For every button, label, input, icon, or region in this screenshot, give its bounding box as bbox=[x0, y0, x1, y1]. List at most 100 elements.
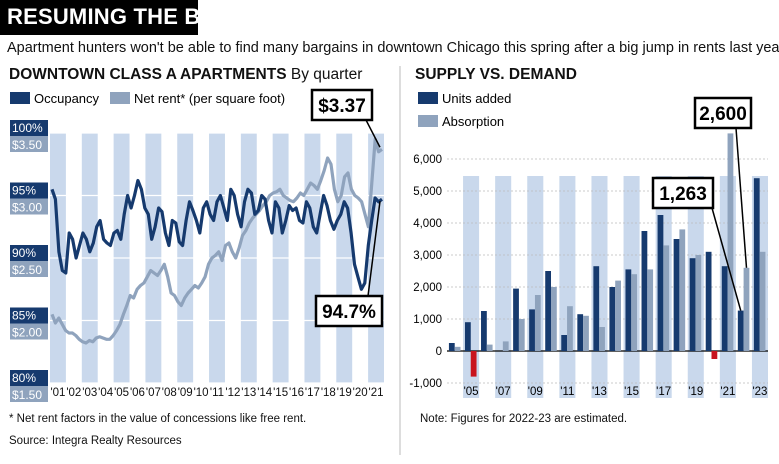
occupancy-tick-label: 80% bbox=[12, 371, 36, 385]
bar-absorption bbox=[631, 274, 638, 351]
x-tick-label: '19 bbox=[688, 386, 703, 398]
bar-units-added bbox=[625, 269, 632, 351]
bar-absorption bbox=[502, 341, 509, 351]
legend-label-absorption: Absorption bbox=[442, 114, 504, 129]
bar-absorption bbox=[647, 269, 654, 351]
units-callout-leader bbox=[711, 207, 742, 311]
rent-callout-leader bbox=[365, 119, 381, 148]
rent-callout-box bbox=[310, 88, 374, 122]
bar-absorption bbox=[534, 295, 541, 351]
bar-absorption bbox=[551, 287, 557, 351]
absorption-callout-leader bbox=[735, 127, 748, 268]
bar-units-added bbox=[753, 178, 760, 351]
y-tick-label: 2,000 bbox=[413, 282, 442, 294]
x-tick-label: '06 bbox=[130, 387, 145, 399]
x-tick-label: '12 bbox=[225, 387, 240, 399]
x-tick-label: '15 bbox=[273, 387, 288, 399]
legend-label-units-added: Units added bbox=[442, 91, 511, 106]
legend-label-occupancy: Occupancy bbox=[34, 91, 100, 106]
bar-absorption bbox=[743, 267, 750, 351]
x-tick-label: '07 bbox=[146, 387, 161, 399]
bar-units-added bbox=[737, 310, 744, 351]
y-tick-label: 3,000 bbox=[413, 250, 442, 262]
bar-units-added bbox=[577, 314, 584, 351]
occupancy-tick-bg bbox=[10, 245, 48, 261]
bar-absorption bbox=[759, 251, 766, 351]
x-tick-label: '23 bbox=[752, 386, 767, 398]
x-tick-label: '05 bbox=[464, 386, 479, 398]
x-tick-label: '19 bbox=[337, 387, 352, 399]
x-tick-label: '02 bbox=[66, 387, 81, 399]
x-tick-label: '15 bbox=[624, 386, 639, 398]
bar-units-added bbox=[593, 266, 600, 351]
subhead: Apartment hunters won't be able to find … bbox=[7, 40, 779, 56]
x-tick-label: '01 bbox=[50, 387, 65, 399]
bar-absorption bbox=[695, 255, 702, 351]
absorption-callout-box bbox=[693, 96, 753, 130]
occupancy-callout-leader bbox=[367, 201, 381, 297]
legend-swatch-occupancy bbox=[10, 92, 30, 104]
bar-units-added bbox=[609, 287, 616, 351]
x-tick-label: '20 bbox=[353, 387, 368, 399]
left-chart-title: DOWNTOWN CLASS A APARTMENTS By quarter bbox=[9, 66, 362, 84]
y-tick-label: 1,000 bbox=[413, 314, 442, 326]
rent-callout-label: $3.37 bbox=[318, 96, 366, 117]
occupancy-tick-label: 85% bbox=[12, 309, 36, 323]
y-tick-label: 5,000 bbox=[413, 186, 442, 198]
left-subtitle-text: By quarter bbox=[290, 66, 363, 83]
bar-units-added bbox=[481, 311, 487, 351]
bar-absorption bbox=[583, 315, 589, 351]
legend-swatch-net-rent bbox=[110, 92, 130, 104]
right-chart-title: SUPPLY VS. DEMAND bbox=[415, 66, 577, 83]
bar-absorption bbox=[470, 351, 477, 377]
rent-tick-bg bbox=[10, 261, 48, 277]
occupancy-tick-label: 100% bbox=[12, 121, 43, 135]
occupancy-line bbox=[50, 178, 383, 291]
x-tick-label: '18 bbox=[321, 387, 336, 399]
bar-units-added bbox=[657, 215, 664, 351]
occupancy-tick-bg bbox=[10, 120, 48, 136]
headline-banner: RESUMING THE BOOM bbox=[0, 0, 253, 35]
bar-units-added bbox=[673, 239, 680, 351]
bar-units-added bbox=[448, 343, 455, 351]
units-callout-box bbox=[651, 176, 715, 210]
rent-tick-bg bbox=[10, 136, 48, 152]
occupancy-tick-bg bbox=[10, 370, 48, 386]
x-tick-label: '09 bbox=[178, 387, 193, 399]
x-tick-label: '11 bbox=[560, 386, 574, 398]
bar-units-added bbox=[545, 271, 552, 351]
occupancy-tick-bg bbox=[10, 182, 48, 199]
bar-units-added bbox=[721, 266, 728, 351]
rent-tick-bg bbox=[10, 323, 48, 340]
bar-absorption bbox=[599, 327, 605, 351]
y-tick-label: 6,000 bbox=[413, 154, 442, 166]
bar-absorption bbox=[663, 245, 670, 351]
bar-absorption bbox=[567, 306, 573, 351]
bar-units-added bbox=[513, 288, 519, 351]
x-tick-label: '07 bbox=[496, 386, 511, 398]
bar-units-added bbox=[561, 335, 568, 351]
bar-units-added bbox=[641, 231, 648, 351]
occupancy-callout-label: 94.7% bbox=[322, 302, 376, 323]
source-note: Source: Integra Realty Resources bbox=[9, 435, 182, 447]
rent-tick-bg bbox=[10, 386, 48, 402]
x-tick-label: '10 bbox=[194, 387, 209, 399]
legend-label-net-rent: Net rent* (per square foot) bbox=[134, 91, 285, 106]
bar-units-added bbox=[689, 258, 696, 351]
rent-tick-label: $1.50 bbox=[12, 388, 42, 402]
bar-absorption bbox=[518, 319, 525, 351]
occupancy-tick-label: 95% bbox=[12, 184, 36, 198]
bar-absorption bbox=[679, 229, 686, 351]
legend-swatch-absorption bbox=[418, 115, 438, 127]
left-footnote: * Net rent factors in the value of conce… bbox=[9, 413, 307, 425]
bar-absorption bbox=[615, 280, 621, 351]
x-tick-label: '09 bbox=[528, 386, 543, 398]
x-tick-label: '21 bbox=[369, 387, 384, 399]
bar-absorption bbox=[711, 351, 718, 359]
x-tick-label: '04 bbox=[98, 387, 114, 399]
x-tick-label: '08 bbox=[162, 387, 177, 399]
headline: RESUMING THE BOOM bbox=[7, 4, 254, 29]
rent-tick-label: $3.00 bbox=[12, 201, 42, 215]
rent-tick-label: $2.00 bbox=[12, 326, 42, 340]
bar-absorption bbox=[454, 346, 461, 351]
